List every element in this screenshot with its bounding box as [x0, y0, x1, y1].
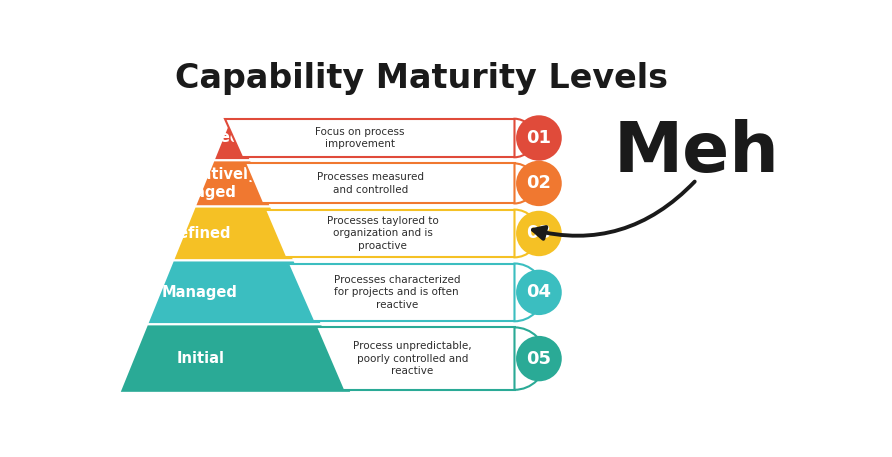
- Polygon shape: [288, 264, 515, 321]
- Wedge shape: [515, 210, 539, 257]
- Polygon shape: [194, 160, 271, 207]
- Text: Process unpredictable,
poorly controlled and
reactive: Process unpredictable, poorly controlled…: [353, 341, 472, 377]
- Text: Processes taylored to
organization and is
proactive: Processes taylored to organization and i…: [326, 216, 439, 251]
- Text: Defined: Defined: [167, 226, 231, 241]
- Polygon shape: [173, 207, 294, 260]
- Wedge shape: [515, 327, 546, 390]
- Text: Focus on process
improvement: Focus on process improvement: [315, 127, 405, 149]
- Text: 03: 03: [526, 224, 551, 243]
- Text: 02: 02: [526, 175, 551, 192]
- Text: 01: 01: [526, 129, 551, 147]
- Circle shape: [516, 270, 562, 315]
- Polygon shape: [147, 260, 322, 324]
- Text: Processes measured
and controlled: Processes measured and controlled: [318, 172, 425, 195]
- Text: 04: 04: [526, 283, 551, 301]
- Circle shape: [516, 211, 562, 256]
- Text: Capability Maturity Levels: Capability Maturity Levels: [175, 62, 668, 95]
- Text: Quantitatively
Managed: Quantitatively Managed: [139, 167, 258, 200]
- Polygon shape: [265, 210, 515, 257]
- Text: Optimized: Optimized: [156, 131, 241, 145]
- Polygon shape: [213, 116, 251, 160]
- Text: Processes characterized
for projects and is often
reactive: Processes characterized for projects and…: [334, 275, 460, 310]
- Text: Managed: Managed: [161, 285, 237, 300]
- Circle shape: [516, 161, 562, 206]
- Polygon shape: [225, 119, 515, 157]
- Wedge shape: [515, 164, 534, 203]
- Polygon shape: [244, 164, 515, 203]
- Polygon shape: [120, 324, 351, 393]
- Wedge shape: [515, 119, 534, 157]
- Text: 05: 05: [526, 350, 551, 367]
- Circle shape: [516, 336, 562, 381]
- Polygon shape: [316, 327, 515, 390]
- Text: Meh: Meh: [614, 119, 780, 186]
- Text: Initial: Initial: [177, 351, 225, 366]
- Circle shape: [516, 115, 562, 161]
- Wedge shape: [515, 264, 543, 321]
